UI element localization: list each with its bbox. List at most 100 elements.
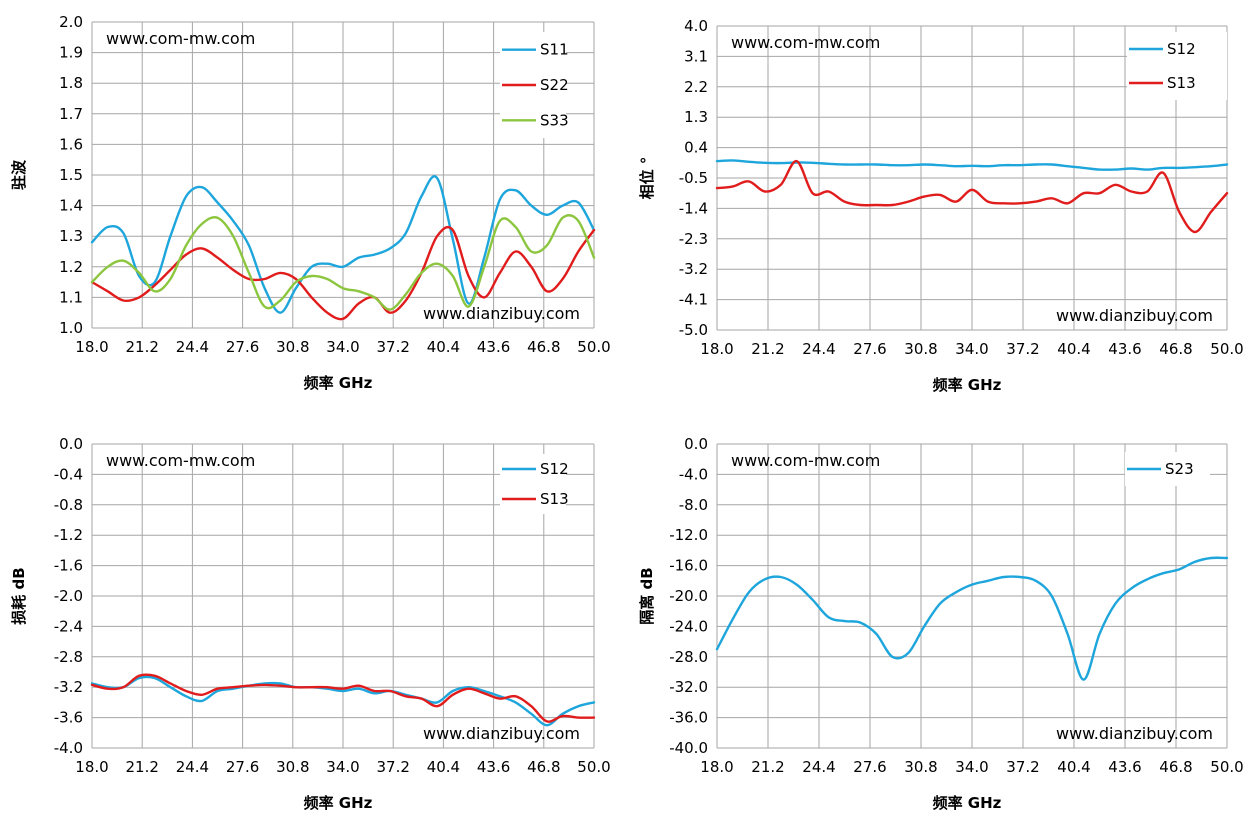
isolation-x-tick-label: 37.2 [1006, 758, 1039, 776]
loss-x-tick-label: 18.0 [75, 758, 108, 776]
phase-x-tick-label: 34.0 [955, 340, 988, 358]
vswr-y-tick-label: 1.1 [59, 288, 83, 306]
phase-y-tick-label: 4.0 [684, 17, 708, 35]
phase-x-tick-label: 40.4 [1057, 340, 1090, 358]
vswr-y-tick-label: 1.2 [59, 258, 83, 276]
isolation-y-tick-label: -8.0 [679, 496, 708, 514]
phase-y-tick-label: -5.0 [679, 321, 708, 339]
phase-y-tick-label: -1.4 [679, 199, 708, 217]
loss-series-s12-line [90, 675, 596, 727]
vswr-y-tick-label: 2.0 [59, 13, 83, 31]
vswr-y-tick-label: 1.4 [59, 197, 83, 215]
isolation-series-s23-line [715, 556, 1229, 681]
vswr-series-s22-line [90, 226, 596, 321]
loss-y-tick-label: 0.0 [59, 435, 83, 453]
vswr-legend-label-s22: S22 [540, 76, 569, 94]
vswr-y-tick-label: 1.8 [59, 74, 83, 92]
vswr-svg: 18.0 21.2 24.4 27.6 30.8 34.0 37.2 40.4 43.6 46.8… [10, 13, 611, 392]
phase-x-tick-label: 21.2 [751, 340, 784, 358]
loss-x-tick-label: 24.4 [176, 758, 209, 776]
vswr-series-s33-line [90, 214, 596, 311]
phase-legend-label-s12: S12 [1167, 40, 1196, 58]
vswr-y-tick-label: 1.3 [59, 227, 83, 245]
isolation-svg: 18.0 21.2 24.4 27.6 30.8 34.0 37.2 40.4 43.6 46.8… [638, 435, 1244, 812]
phase-legend-label-s13: S13 [1167, 74, 1196, 92]
isolation-chart: 18.0 21.2 24.4 27.6 30.8 34.0 37.2 40.4 43.6 46.8… [628, 417, 1257, 835]
vswr-x-tick-label: 46.8 [527, 338, 560, 356]
isolation-x-tick-label: 27.6 [853, 758, 886, 776]
isolation-y-tick-label: -40.0 [669, 739, 708, 757]
isolation-x-tick-label: 30.8 [904, 758, 937, 776]
isolation-y-tick-label: 0.0 [684, 435, 708, 453]
phase-x-tick-label: 46.8 [1159, 340, 1192, 358]
phase-y-tick-label: -3.2 [679, 260, 708, 278]
loss-x-tick-label: 43.6 [477, 758, 510, 776]
loss-x-tick-label: 50.0 [577, 758, 610, 776]
loss-watermark-top: www.com-mw.com [106, 451, 255, 470]
loss-x-axis-title: 频率 GHz [304, 794, 373, 812]
loss-x-tick-label: 30.8 [276, 758, 309, 776]
phase-x-tick-label: 37.2 [1006, 340, 1039, 358]
loss-x-tick-label: 34.0 [326, 758, 359, 776]
phase-y-tick-label: -4.1 [679, 291, 708, 309]
vswr-x-tick-label: 30.8 [276, 338, 309, 356]
loss-legend-box [500, 454, 566, 514]
loss-y-tick-label: -4.0 [54, 739, 83, 757]
vswr-x-tick-label: 24.4 [176, 338, 209, 356]
vswr-y-tick-label: 1.7 [59, 105, 83, 123]
vswr-x-tick-label: 50.0 [577, 338, 610, 356]
vswr-chart: 18.0 21.2 24.4 27.6 30.8 34.0 37.2 40.4 43.6 46.8… [0, 0, 628, 417]
phase-y-tick-label: 2.2 [684, 78, 708, 96]
loss-chart: 18.0 21.2 24.4 27.6 30.8 34.0 37.2 40.4 43.6 46.8… [0, 417, 628, 835]
vswr-y-tick-label: 1.5 [59, 166, 83, 184]
phase-x-tick-label: 18.0 [700, 340, 733, 358]
isolation-x-tick-label: 24.4 [802, 758, 835, 776]
isolation-x-axis-title: 频率 GHz [933, 794, 1002, 812]
vswr-watermark-bottom: www.dianzibuy.com [423, 304, 580, 323]
isolation-y-tick-label: -24.0 [669, 617, 708, 635]
phase-chart: 18.0 21.2 24.4 27.6 30.8 34.0 37.2 40.4 43.6 46.8… [628, 0, 1257, 417]
loss-y-tick-label: -3.2 [54, 678, 83, 696]
phase-x-tick-label: 24.4 [802, 340, 835, 358]
vswr-series-s11-line [90, 175, 596, 314]
loss-y-tick-label: -2.8 [54, 648, 83, 666]
loss-x-tick-label: 21.2 [125, 758, 158, 776]
vswr-x-tick-label: 43.6 [477, 338, 510, 356]
isolation-y-tick-label: -20.0 [669, 587, 708, 605]
phase-watermark-bottom: www.dianzibuy.com [1056, 306, 1213, 325]
loss-svg: 18.0 21.2 24.4 27.6 30.8 34.0 37.2 40.4 43.6 46.8… [10, 435, 611, 812]
phase-series-s12-line [715, 159, 1229, 171]
isolation-y-tick-label: -16.0 [669, 557, 708, 575]
phase-legend-box [1127, 32, 1227, 100]
phase-x-tick-label: 50.0 [1210, 340, 1243, 358]
loss-series-s13-line [90, 673, 596, 723]
loss-y-tick-label: -1.2 [54, 526, 83, 544]
isolation-x-tick-label: 40.4 [1057, 758, 1090, 776]
vswr-y-tick-label: 1.9 [59, 44, 83, 62]
loss-y-tick-label: -0.8 [54, 496, 83, 514]
isolation-y-tick-label: -12.0 [669, 526, 708, 544]
isolation-legend-label-s23: S23 [1165, 460, 1194, 478]
phase-x-tick-label: 30.8 [904, 340, 937, 358]
isolation-watermark-bottom: www.dianzibuy.com [1056, 724, 1213, 743]
isolation-y-tick-label: -4.0 [679, 465, 708, 483]
vswr-x-tick-label: 34.0 [326, 338, 359, 356]
isolation-x-tick-label: 43.6 [1108, 758, 1141, 776]
vswr-x-tick-label: 27.6 [226, 338, 259, 356]
loss-y-axis-title: 损耗 dB [10, 567, 28, 624]
loss-y-tick-label: -2.0 [54, 587, 83, 605]
loss-y-tick-label: -0.4 [54, 465, 83, 483]
phase-y-tick-label: -2.3 [679, 230, 708, 248]
vswr-legend-label-s11: S11 [540, 41, 569, 59]
phase-x-tick-label: 43.6 [1108, 340, 1141, 358]
vswr-y-tick-label: 1.6 [59, 135, 83, 153]
isolation-x-tick-label: 18.0 [700, 758, 733, 776]
isolation-watermark-top: www.com-mw.com [731, 451, 880, 470]
loss-legend-label-s13: S13 [540, 490, 569, 508]
vswr-x-axis-title: 频率 GHz [304, 374, 373, 392]
isolation-x-tick-label: 46.8 [1159, 758, 1192, 776]
vswr-x-tick-label: 37.2 [376, 338, 409, 356]
phase-y-tick-label: -0.5 [679, 169, 708, 187]
phase-watermark-top: www.com-mw.com [731, 33, 880, 52]
isolation-y-tick-label: -36.0 [669, 709, 708, 727]
